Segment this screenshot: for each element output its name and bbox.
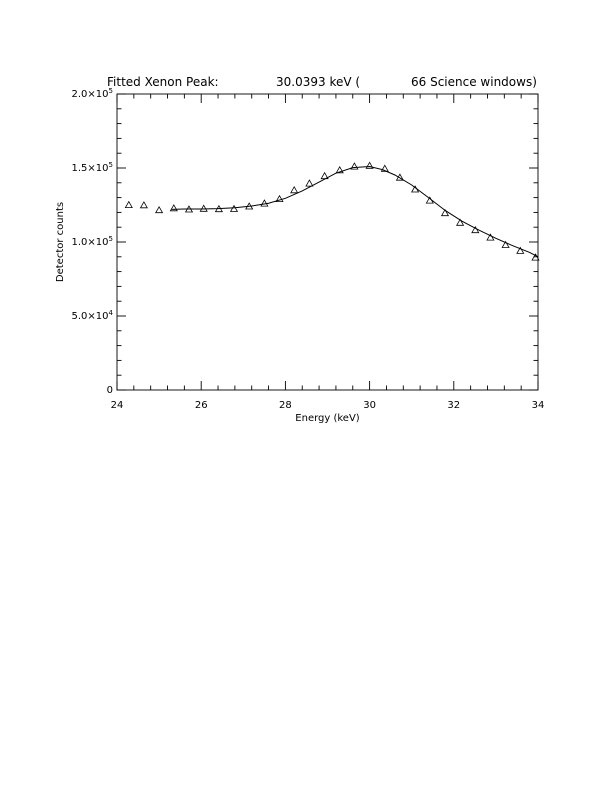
y-tick-label: 0 — [107, 385, 113, 396]
data-point — [471, 225, 480, 234]
chart-title-prefix: Fitted Xenon Peak: — [107, 75, 219, 89]
data-point — [531, 253, 540, 261]
y-tick-label: 2.0×105 — [72, 87, 113, 100]
data-point — [275, 194, 284, 203]
data-point — [139, 201, 148, 209]
x-tick-label: 32 — [447, 400, 460, 411]
x-axis-label: Energy (keV) — [295, 413, 360, 424]
data-point — [456, 218, 465, 226]
data-point — [380, 164, 389, 172]
x-tick-label: 24 — [111, 400, 124, 411]
data-point — [516, 246, 525, 254]
data-point — [395, 173, 404, 181]
data-point — [320, 171, 329, 180]
x-tick-label: 30 — [363, 400, 376, 411]
data-point — [229, 204, 239, 212]
chart-title-suffix: 66 Science windows) — [411, 75, 537, 89]
fit-series — [171, 165, 539, 258]
data-point — [501, 240, 510, 248]
data-point — [305, 179, 314, 187]
y-tick-label: 5.0×104 — [72, 309, 114, 322]
chart-title: Fitted Xenon Peak: 30.0393 keV ( 66 Scie… — [107, 75, 537, 89]
data-point — [214, 204, 223, 213]
y-axis-tick-labels: 0 5.0×104 1.0×105 1.5×105 2.0×105 — [72, 87, 114, 396]
data-point — [184, 205, 194, 213]
axis-ticks — [116, 93, 539, 391]
data-point — [425, 196, 434, 204]
data-point — [124, 200, 133, 209]
data-point — [411, 185, 420, 193]
x-tick-label: 28 — [279, 400, 292, 411]
x-tick-label: 26 — [195, 400, 208, 411]
data-point — [260, 199, 269, 207]
fit-curve — [171, 165, 539, 258]
x-tick-label: 34 — [532, 400, 545, 411]
data-point — [155, 205, 164, 214]
data-point — [486, 233, 495, 241]
y-tick-label: 1.0×105 — [72, 235, 113, 248]
data-point — [290, 185, 299, 194]
x-axis-tick-labels: 24 26 28 30 32 34 — [111, 400, 545, 411]
y-axis-label: Detector counts — [55, 202, 66, 282]
y-tick-label: 1.5×105 — [72, 161, 113, 174]
data-point — [169, 204, 178, 212]
data-point — [335, 165, 344, 174]
data-point — [440, 208, 450, 217]
data-point — [365, 161, 374, 169]
data-series — [124, 161, 540, 261]
chart-title-value: 30.0393 keV ( — [276, 75, 360, 89]
data-point — [199, 204, 208, 212]
data-point — [245, 202, 254, 210]
data-point — [350, 162, 359, 170]
